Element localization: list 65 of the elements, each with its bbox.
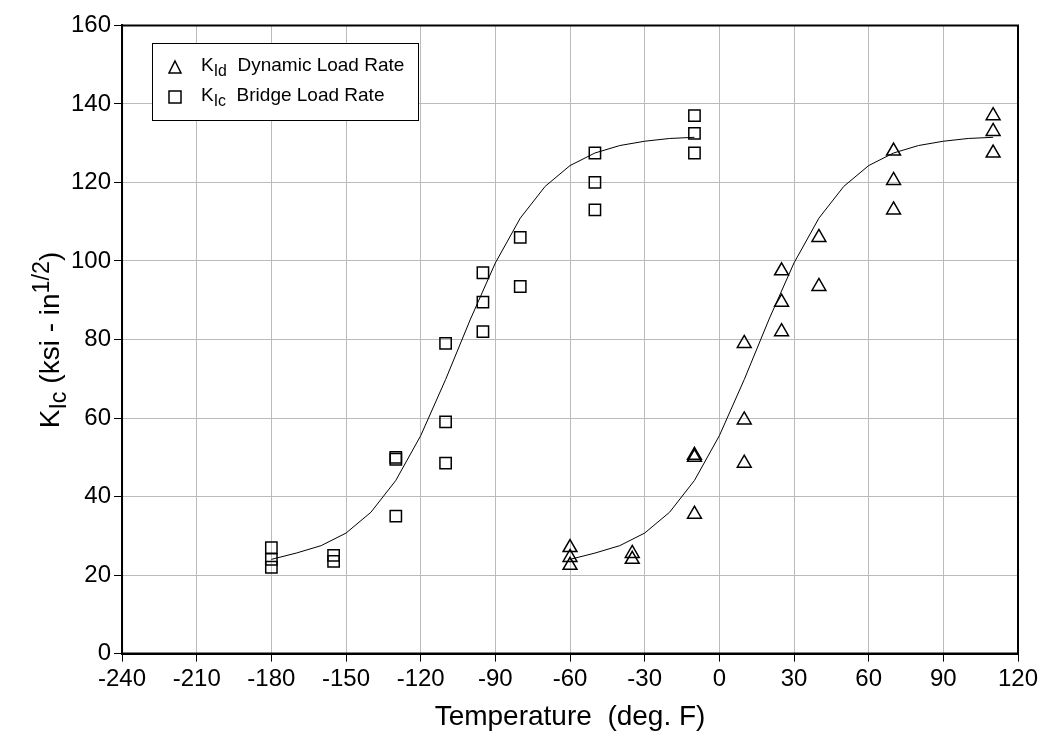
point bbox=[686, 505, 703, 519]
point bbox=[624, 544, 640, 559]
x-tick-label: -150 bbox=[322, 663, 371, 691]
point bbox=[562, 548, 578, 563]
point bbox=[476, 325, 490, 339]
point bbox=[327, 549, 340, 562]
y-tick-label: 0 bbox=[97, 638, 112, 666]
point bbox=[562, 556, 578, 571]
y-tick-label: 40 bbox=[84, 481, 112, 509]
point bbox=[624, 550, 640, 565]
point bbox=[513, 231, 527, 244]
x-tick-label: 60 bbox=[855, 663, 883, 691]
x-tick-label: 90 bbox=[929, 663, 957, 691]
point bbox=[736, 411, 752, 425]
point bbox=[588, 203, 602, 217]
x-tick-label: -120 bbox=[396, 663, 445, 691]
point bbox=[773, 262, 790, 276]
point bbox=[513, 280, 527, 293]
y-tick-label: 60 bbox=[84, 402, 112, 430]
point bbox=[688, 109, 701, 123]
y-tick-label: 140 bbox=[71, 88, 112, 116]
point bbox=[985, 106, 1001, 121]
point bbox=[985, 122, 1001, 137]
point bbox=[588, 146, 602, 160]
y-tick-label: 120 bbox=[71, 167, 112, 195]
point bbox=[389, 509, 403, 523]
y-tick-label: 160 bbox=[71, 10, 112, 38]
x-axis-title: Temperature (deg. F) bbox=[434, 699, 706, 731]
point bbox=[476, 266, 490, 280]
y-tick-label: 80 bbox=[84, 324, 112, 352]
point bbox=[264, 560, 278, 574]
point bbox=[885, 201, 902, 215]
x-tick-label: 120 bbox=[997, 663, 1039, 691]
point bbox=[811, 277, 827, 292]
point bbox=[773, 322, 790, 337]
x-tick-label: -90 bbox=[478, 663, 513, 691]
point bbox=[688, 146, 701, 160]
point bbox=[588, 176, 602, 189]
point bbox=[773, 293, 790, 307]
legend-label: K$_{Ic}$ Bridge Load Rate bbox=[201, 84, 385, 111]
x-tick-label: -180 bbox=[247, 663, 296, 691]
point bbox=[885, 142, 902, 156]
y-tick-label: 100 bbox=[71, 245, 112, 273]
x-tick-label: 30 bbox=[780, 663, 808, 691]
x-tick-label: -60 bbox=[552, 663, 588, 691]
point bbox=[264, 541, 278, 554]
point bbox=[562, 538, 578, 553]
point bbox=[439, 456, 452, 470]
point bbox=[439, 415, 452, 429]
point bbox=[985, 144, 1001, 158]
point bbox=[476, 295, 490, 309]
x-tick-label: 0 bbox=[712, 663, 727, 691]
x-tick-label: -240 bbox=[98, 663, 147, 691]
point bbox=[736, 454, 752, 468]
point bbox=[885, 171, 902, 186]
y-tick-label: 20 bbox=[84, 559, 112, 587]
point bbox=[688, 126, 701, 140]
point bbox=[327, 554, 340, 568]
legend-label: K$_{Id}$ Dynamic Load Rate bbox=[201, 54, 405, 81]
point bbox=[736, 334, 752, 349]
point bbox=[811, 228, 827, 243]
point bbox=[439, 337, 452, 350]
x-tick-label: -210 bbox=[172, 663, 221, 691]
x-tick-label: -30 bbox=[627, 663, 663, 691]
point bbox=[264, 552, 278, 566]
